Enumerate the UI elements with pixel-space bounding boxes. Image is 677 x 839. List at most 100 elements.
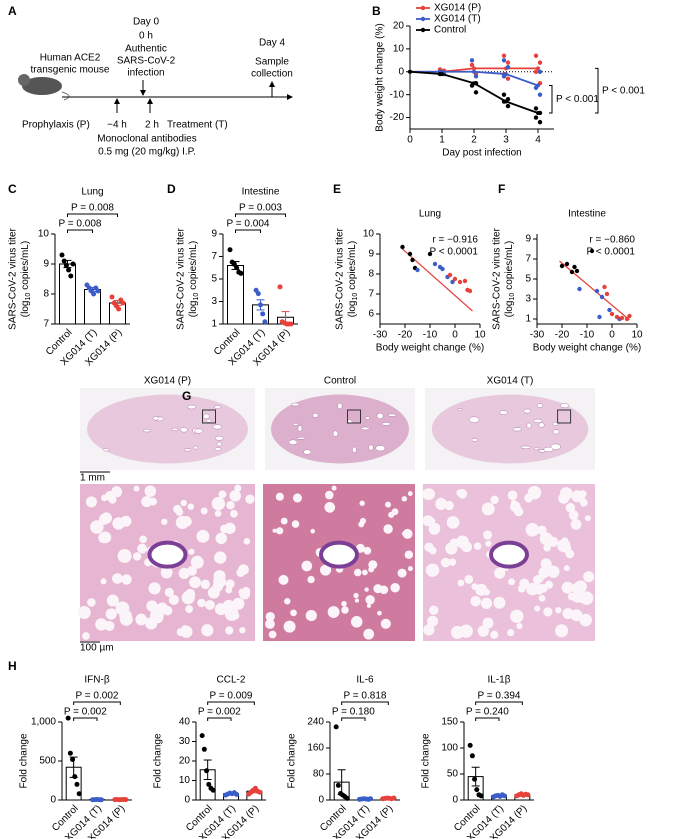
y-tick-label: -10 <box>390 89 405 100</box>
airway <box>142 428 152 433</box>
bar <box>59 263 76 325</box>
alveolus <box>480 597 493 609</box>
alveolus <box>95 618 108 631</box>
alveolus <box>561 537 569 545</box>
x-tick-label: -20 <box>398 330 413 341</box>
y-tick-label: 9 <box>525 234 531 245</box>
alveolus <box>429 605 439 615</box>
alveolus <box>135 613 148 626</box>
x-axis-label: Body weight change (%) <box>533 343 641 354</box>
y-tick-label: 8 <box>43 289 49 300</box>
alveolus <box>226 501 235 510</box>
alveolus <box>440 557 451 568</box>
data-point <box>368 796 373 802</box>
y-axis-label: Fold change <box>153 733 164 788</box>
alveolus <box>534 605 541 612</box>
alveolus <box>539 532 553 546</box>
series-marker <box>472 81 476 86</box>
alveolus <box>77 606 91 620</box>
schematic: Day 0 0 h Authentic SARS-CoV-2 infection… <box>18 17 293 158</box>
data-point <box>469 753 475 759</box>
alveolus <box>365 595 375 605</box>
data-point <box>505 76 511 81</box>
label: Treatment (T) <box>167 120 228 131</box>
data-point <box>333 724 339 730</box>
data-point <box>234 791 239 797</box>
y-tick-label: 5 <box>525 274 531 285</box>
alveolus <box>305 609 317 622</box>
alveolus <box>584 515 591 522</box>
airway <box>212 424 223 430</box>
x-tick-label: 0 <box>452 330 458 341</box>
y-tick-label: 3 <box>211 296 217 307</box>
p-value: P < 0.001 <box>602 85 645 96</box>
airway <box>560 403 570 409</box>
y-tick-label: -20 <box>390 112 405 123</box>
alveolus <box>225 626 234 635</box>
airway <box>523 408 532 414</box>
p-value: P = 0.394 <box>478 691 521 702</box>
alveolus <box>524 493 534 503</box>
significance-bracket <box>207 717 232 721</box>
data-point <box>501 53 507 58</box>
data-point <box>505 103 511 109</box>
airway <box>533 418 543 423</box>
alveolus <box>85 496 97 508</box>
alveolus <box>570 518 582 530</box>
data-point <box>619 315 625 321</box>
alveolus <box>181 591 195 605</box>
y-tick-label: 1 <box>525 314 531 325</box>
y-axis-label: (log10 copies/mL) <box>347 241 360 317</box>
alveolus <box>160 566 173 579</box>
alveolus <box>132 552 142 561</box>
airway <box>520 445 531 449</box>
y-axis-label-part: copies/mL) <box>347 241 358 290</box>
y-axis-label: Fold change <box>421 733 432 788</box>
y-tick-label: 9 <box>368 249 374 260</box>
statistic: P < 0.0001 <box>430 247 479 258</box>
data-point <box>199 733 205 739</box>
label: Day 0 <box>133 17 160 28</box>
alveolus <box>119 612 133 626</box>
alveolus <box>82 632 90 640</box>
alveolus <box>583 571 595 583</box>
y-axis-label-part: 10 <box>509 293 516 301</box>
alveolus <box>538 594 546 602</box>
alveolus <box>268 630 277 639</box>
airway <box>214 405 221 410</box>
series-marker <box>504 99 508 104</box>
x-tick-label: 1 <box>439 135 445 146</box>
series-marker <box>472 69 476 74</box>
data-point <box>344 795 350 801</box>
alveolus <box>220 524 229 534</box>
alveolus <box>490 495 499 505</box>
data-point <box>589 248 595 254</box>
alveolus <box>565 549 575 559</box>
data-point <box>206 781 212 787</box>
alveolus <box>200 579 211 590</box>
alveolus <box>353 592 359 599</box>
x-tick-label: 2 <box>471 135 477 146</box>
chart-title: IFN-β <box>84 675 109 686</box>
airway <box>550 443 561 450</box>
alveolus <box>368 560 378 570</box>
label: infection <box>127 68 164 79</box>
alveolus <box>146 600 158 612</box>
label: SARS-CoV-2 <box>117 56 176 67</box>
legend-marker <box>420 16 426 22</box>
alveolus <box>284 598 291 605</box>
alveolus <box>327 606 340 618</box>
alveolus <box>402 528 413 539</box>
alveolus <box>568 510 579 521</box>
data-point <box>533 106 539 111</box>
chart-title: Lung <box>81 187 103 198</box>
alveolus <box>120 515 132 527</box>
y-axis-label-part: (log <box>347 301 358 318</box>
alveolus <box>423 624 435 636</box>
alveolus <box>139 535 147 544</box>
lung-section <box>87 394 248 464</box>
data-point <box>98 797 104 803</box>
series-marker <box>536 83 540 88</box>
p-value: P = 0.008 <box>71 203 114 214</box>
